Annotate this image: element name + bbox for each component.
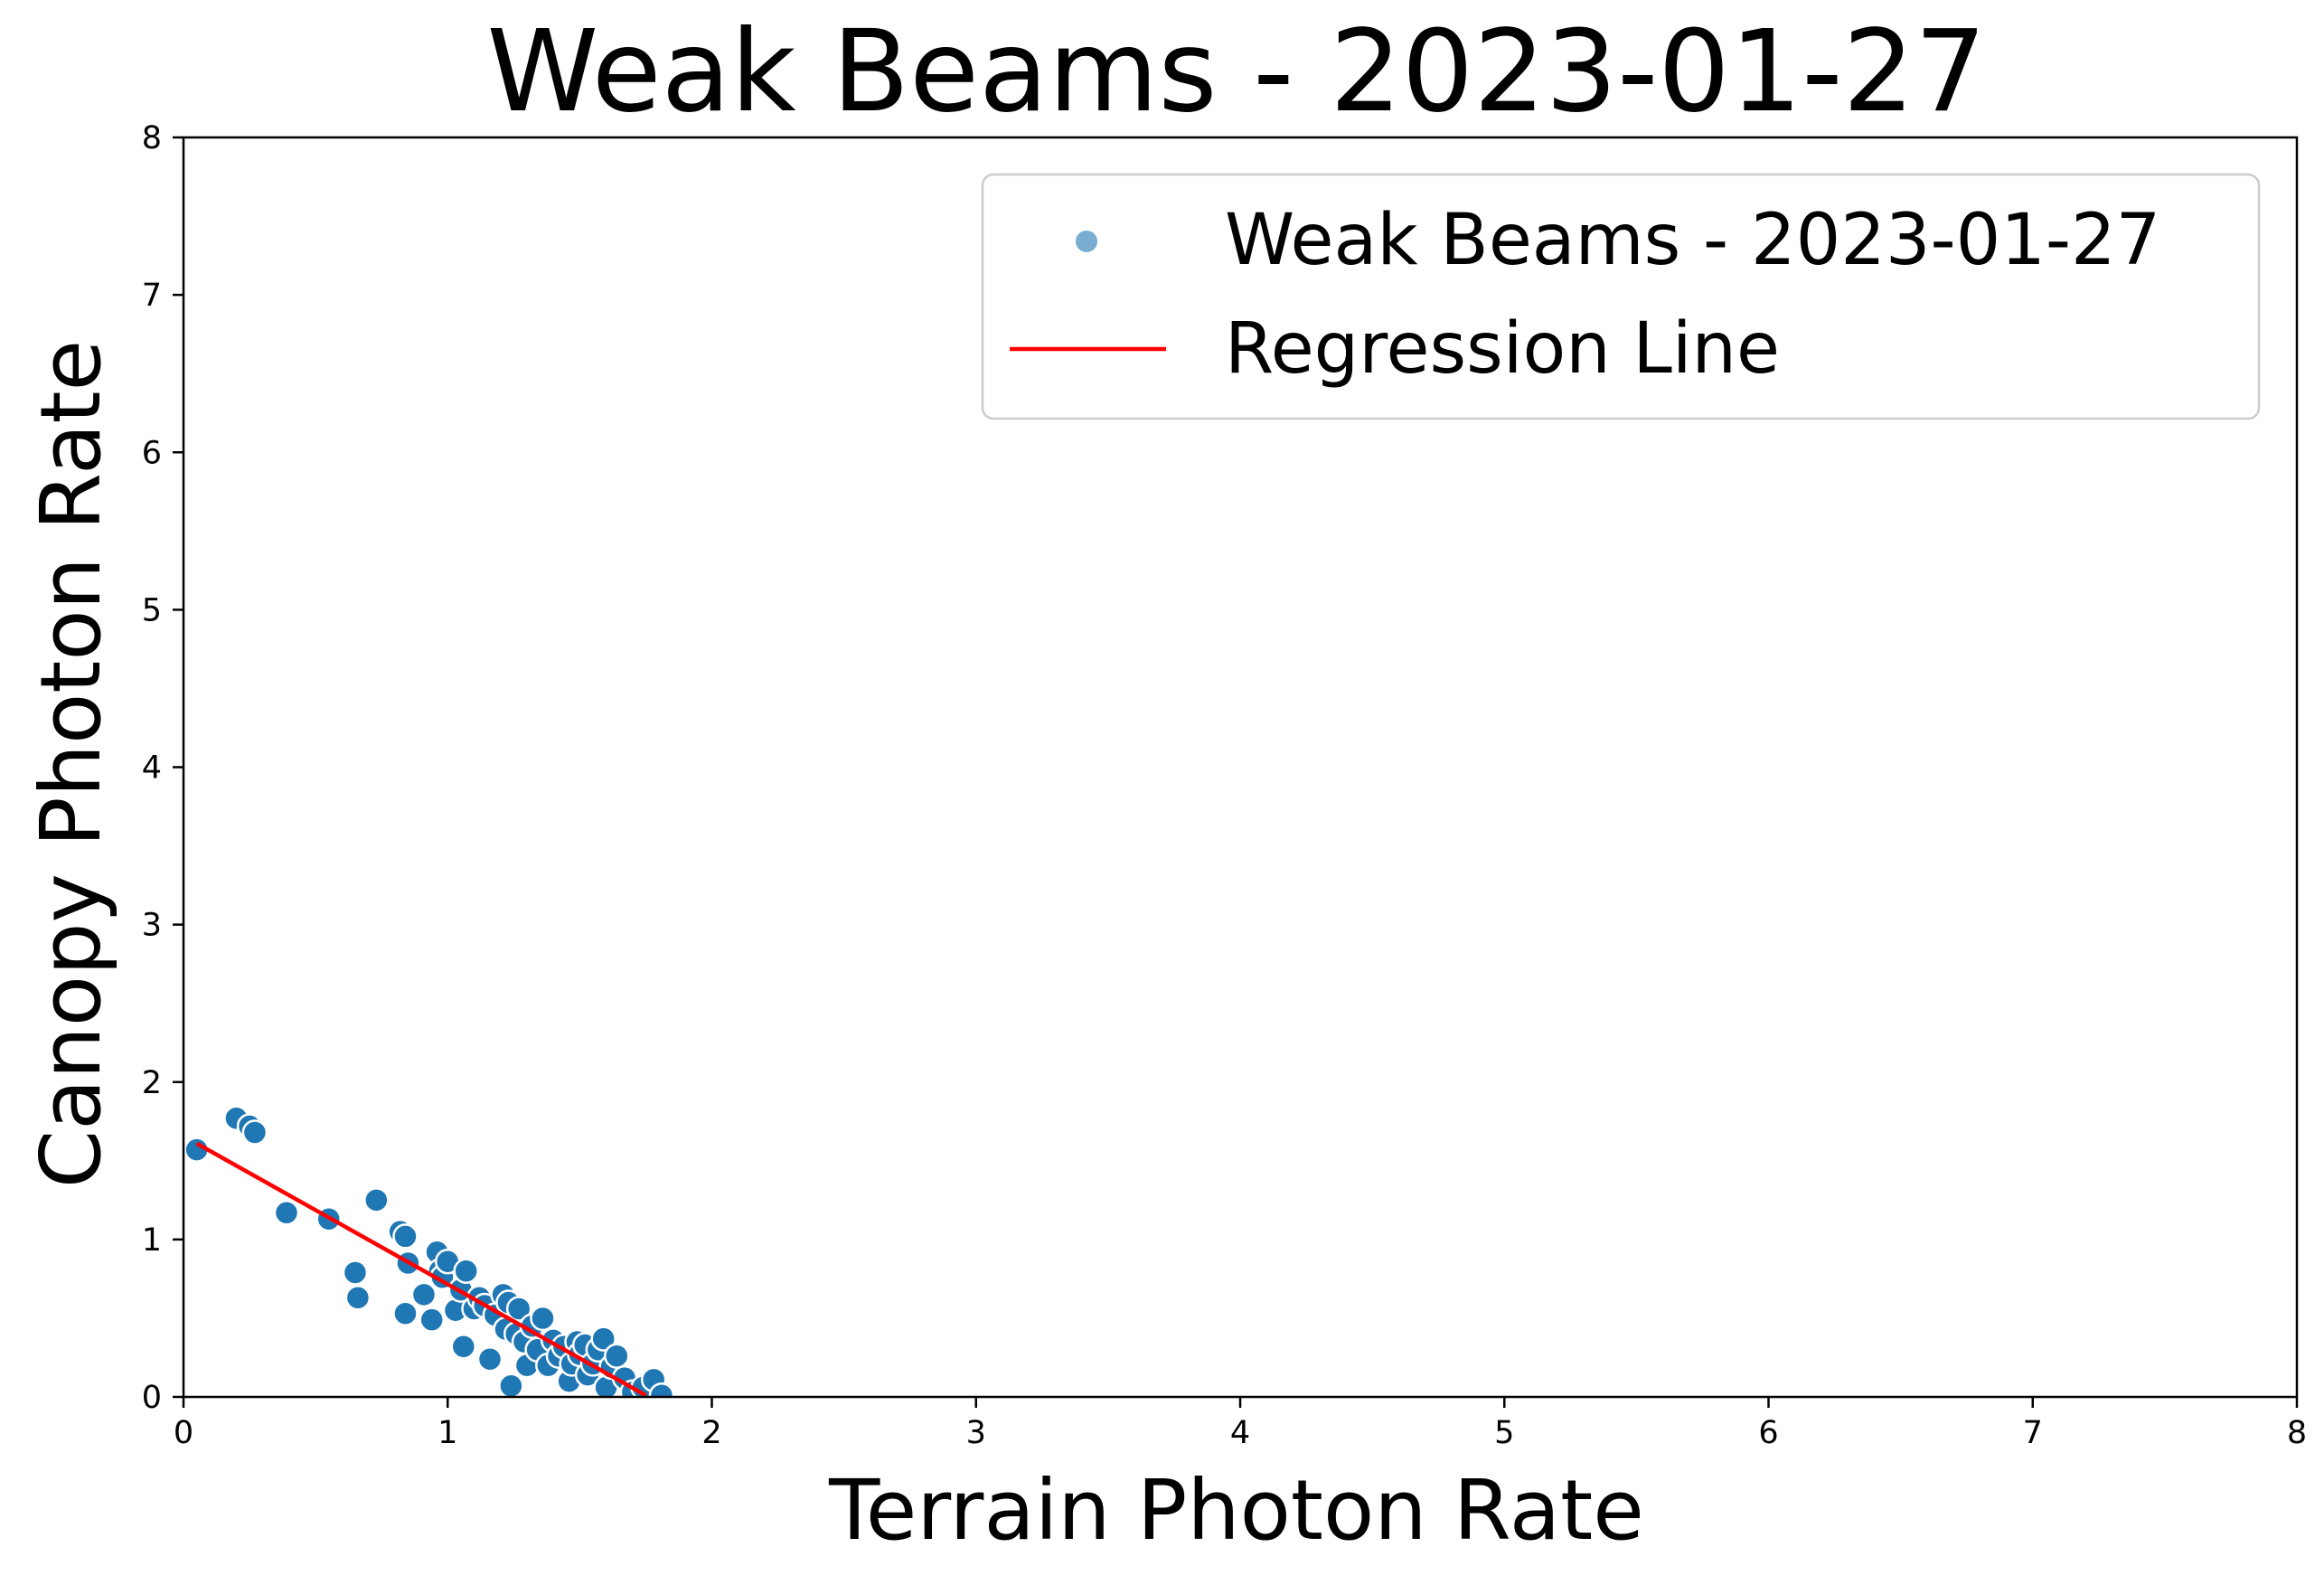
y-tick-label: 8 bbox=[142, 120, 162, 156]
y-axis-ticks: 0 1 2 3 4 5 6 7 8 bbox=[142, 120, 183, 1416]
scatter-point bbox=[419, 1307, 445, 1333]
scatter-point bbox=[273, 1200, 300, 1226]
y-tick-label: 0 bbox=[142, 1380, 162, 1416]
y-axis-label: Canopy Photon Rate bbox=[23, 340, 119, 1188]
scatter-point bbox=[590, 1326, 616, 1352]
x-tick-label: 7 bbox=[2023, 1415, 2043, 1451]
legend: Weak Beams - 2023-01-27 Regression Line bbox=[981, 173, 2261, 420]
scatter-point bbox=[476, 1345, 503, 1373]
regression-line bbox=[195, 1141, 647, 1397]
x-tick-label: 5 bbox=[1494, 1415, 1514, 1451]
scatter-point bbox=[392, 1223, 419, 1250]
y-tick-label: 1 bbox=[142, 1222, 162, 1259]
scatter-point bbox=[392, 1300, 419, 1326]
legend-label-scatter: Weak Beams - 2023-01-27 bbox=[1225, 200, 2160, 281]
scatter-point bbox=[344, 1285, 372, 1311]
legend-label-line: Regression Line bbox=[1225, 308, 1780, 390]
x-axis-ticks: 0 1 2 3 4 5 6 7 8 bbox=[174, 1397, 2307, 1451]
y-tick-label: 6 bbox=[142, 435, 162, 471]
x-tick-label: 1 bbox=[438, 1415, 457, 1451]
scatter-point bbox=[604, 1343, 630, 1369]
y-tick-label: 3 bbox=[142, 908, 162, 944]
data-layer bbox=[183, 1105, 675, 1397]
scatter-point bbox=[453, 1258, 479, 1284]
x-tick-label: 0 bbox=[174, 1415, 193, 1451]
legend-box bbox=[981, 173, 2261, 420]
scatter-point bbox=[648, 1382, 675, 1397]
y-tick-label: 5 bbox=[142, 592, 162, 628]
scatter-point bbox=[241, 1119, 268, 1146]
legend-marker-scatter bbox=[1074, 229, 1099, 254]
x-axis-label: Terrain Photon Rate bbox=[828, 1462, 1644, 1559]
y-tick-label: 2 bbox=[142, 1065, 162, 1101]
scatter-point bbox=[450, 1334, 477, 1360]
chart-title: Weak Beams - 2023-01-27 bbox=[486, 6, 1986, 137]
x-tick-label: 4 bbox=[1230, 1415, 1250, 1451]
scatter-point bbox=[410, 1281, 438, 1308]
x-tick-label: 8 bbox=[2287, 1415, 2307, 1451]
scatter-point bbox=[363, 1187, 390, 1213]
x-tick-label: 3 bbox=[966, 1415, 986, 1451]
y-tick-label: 7 bbox=[142, 278, 162, 314]
plot-area bbox=[182, 136, 2299, 1399]
scatter-point bbox=[498, 1373, 524, 1397]
scatter-point bbox=[530, 1305, 556, 1332]
y-tick-label: 4 bbox=[142, 750, 162, 787]
scatter-point bbox=[505, 1296, 532, 1322]
x-tick-label: 2 bbox=[701, 1415, 721, 1451]
x-tick-label: 6 bbox=[1758, 1415, 1778, 1451]
scatter-point bbox=[342, 1260, 369, 1286]
